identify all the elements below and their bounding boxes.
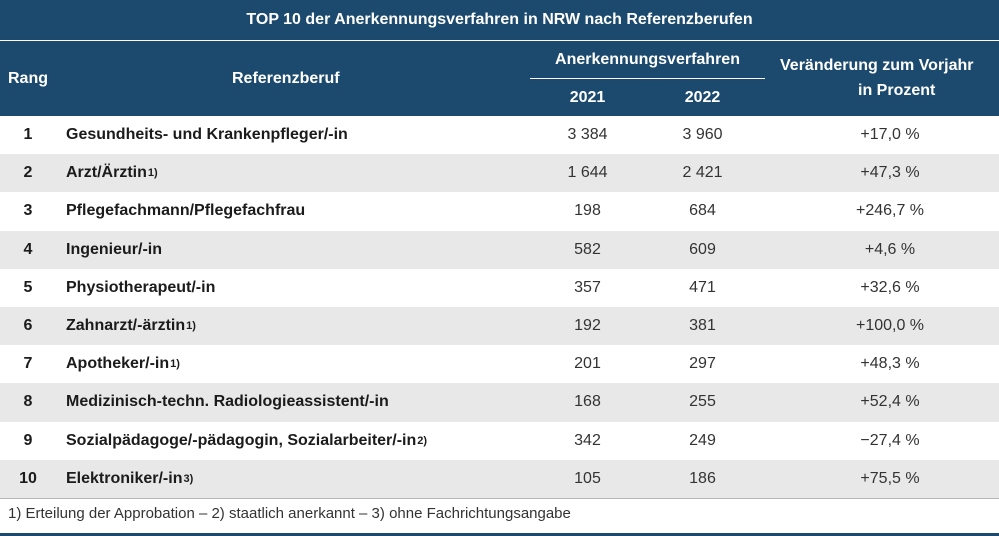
footnote-marker: 1) [147, 167, 158, 180]
rank-cell: 5 [23, 278, 33, 296]
occupation-label: Pflegefachmann/Pflegefachfrau [66, 202, 306, 220]
value-2022-cell: 249 [689, 431, 716, 449]
table-row: 4 Ingenieur/-in 582 609 +4,6 % [0, 230, 999, 269]
occupation-cell: Arzt/Ärztin 1) [66, 154, 158, 192]
change-cell: +246,7 % [855, 202, 925, 220]
table-row: 7 Apotheker/-in 1) 201 297 +48,3 % [0, 345, 999, 383]
occupation-cell: Ingenieur/-in [66, 231, 162, 269]
occupation-label: Ingenieur/-in [66, 240, 162, 258]
occupation-label: Zahnarzt/-ärztin [66, 317, 186, 335]
rank-cell: 4 [23, 240, 33, 258]
occupation-label: Gesundheits- und Krankenpfleger/-in [66, 126, 348, 144]
value-2022-cell: 381 [689, 317, 716, 335]
rank-cell: 9 [23, 431, 33, 449]
footnote: 1) Erteilung der Approbation – 2) staatl… [8, 505, 571, 522]
occupation-label: Physiotherapeut/-in [66, 278, 216, 296]
value-2022-cell: 2 421 [682, 164, 723, 182]
change-cell: +48,3 % [860, 355, 920, 373]
occupation-label: Medizinisch-techn. Radiologieassistent/-… [66, 393, 389, 411]
value-2022-cell: 297 [689, 355, 716, 373]
header-change: Veränderung zum Vorjahr in Prozent [780, 41, 999, 116]
table-row: 1 Gesundheits- und Krankenpfleger/-in 3 38… [0, 116, 999, 154]
table-row: 6 Zahnarzt/-ärztin 1) 192 381 +100,0 % [0, 306, 999, 346]
rank-cell: 6 [23, 317, 33, 335]
change-cell: +17,0 % [860, 126, 920, 144]
header-year-2021: 2021 [569, 88, 606, 106]
footnote-marker: 1) [170, 358, 180, 371]
table-row: 10 Elektroniker/-in 3) 105 186 +75,5 % [0, 459, 999, 498]
value-2021-cell: 3 384 [567, 126, 608, 144]
occupation-cell: Sozialpädagoge/-pädagogin, Sozialarbeite… [66, 422, 427, 460]
header-referenzberuf: Referenzberuf [232, 69, 340, 87]
footnote-marker: 3) [183, 472, 194, 485]
header-year-2022: 2022 [684, 88, 721, 106]
table-row: 8 Medizinisch-techn. Radiologieassistent/… [0, 383, 999, 422]
occupation-label: Sozialpädagoge/-pädagogin, Sozialarbeite… [66, 431, 417, 449]
rank-cell: 10 [19, 469, 37, 487]
value-2022-cell: 684 [689, 202, 716, 220]
value-2022-cell: 255 [689, 393, 716, 411]
occupation-cell: Elektroniker/-in 3) [66, 460, 193, 498]
occupation-cell: Medizinisch-techn. Radiologieassistent/-… [66, 383, 389, 421]
change-cell: +47,3 % [860, 164, 920, 182]
change-cell: −27,4 % [860, 431, 920, 449]
rank-cell: 7 [23, 355, 33, 373]
rank-cell: 2 [23, 164, 33, 182]
table-row: 5 Physiotherapeut/-in 357 471 +32,6 % [0, 269, 999, 307]
value-2021-cell: 357 [574, 278, 601, 296]
value-2022-cell: 609 [689, 240, 716, 258]
value-2022-cell: 471 [689, 278, 716, 296]
value-2021-cell: 582 [574, 240, 601, 258]
occupation-label: Elektroniker/-in [66, 469, 183, 487]
header-divider [530, 78, 765, 79]
rank-cell: 3 [23, 202, 33, 220]
table-row: 2 Arzt/Ärztin 1) 1 644 2 421 +47,3 % [0, 154, 999, 193]
bottom-rule [0, 533, 999, 536]
change-cell: +100,0 % [855, 317, 925, 335]
table-header: Rang Referenzberuf Anerkennungsverfahren… [0, 41, 999, 116]
occupation-cell: Pflegefachmann/Pflegefachfrau [66, 192, 305, 230]
rank-cell: 8 [23, 393, 33, 411]
header-anerkennungsverfahren: Anerkennungsverfahren [555, 50, 740, 68]
change-cell: +4,6 % [864, 240, 916, 258]
change-cell: +75,5 % [860, 469, 920, 487]
table-row: 3 Pflegefachmann/Pflegefachfrau 198 684 +246… [0, 192, 999, 230]
header-change-line1: Veränderung zum Vorjahr [780, 56, 974, 74]
value-2021-cell: 342 [574, 431, 601, 449]
value-2021-cell: 168 [574, 393, 601, 411]
value-2021-cell: 105 [574, 469, 601, 487]
occupation-label: Arzt/Ärztin [66, 164, 147, 182]
table-body: 1 Gesundheits- und Krankenpfleger/-in 3 38… [0, 116, 999, 498]
value-2021-cell: 192 [574, 317, 601, 335]
table-row: 9 Sozialpädagoge/-pädagogin, Sozialarbeit… [0, 422, 999, 460]
table-title: TOP 10 der Anerkennungsverfahren in NRW … [0, 0, 999, 41]
footnote-marker: 2) [417, 434, 428, 447]
occupation-label: Apotheker/-in [66, 355, 170, 373]
value-2021-cell: 201 [574, 355, 601, 373]
occupation-cell: Apotheker/-in 1) [66, 345, 180, 383]
header-rang: Rang [8, 69, 48, 87]
rank-cell: 1 [23, 126, 33, 144]
change-cell: +32,6 % [860, 278, 920, 296]
occupation-cell: Physiotherapeut/-in [66, 269, 215, 307]
value-2021-cell: 1 644 [567, 164, 608, 182]
footnote-divider [0, 498, 999, 499]
change-cell: +52,4 % [860, 393, 920, 411]
occupation-cell: Gesundheits- und Krankenpfleger/-in [66, 116, 348, 154]
header-change-line2: in Prozent [858, 81, 936, 99]
value-2022-cell: 3 960 [682, 126, 723, 144]
occupation-cell: Zahnarzt/-ärztin 1) [66, 307, 196, 345]
value-2021-cell: 198 [574, 202, 601, 220]
footnote-marker: 1) [186, 320, 196, 333]
value-2022-cell: 186 [689, 469, 716, 487]
